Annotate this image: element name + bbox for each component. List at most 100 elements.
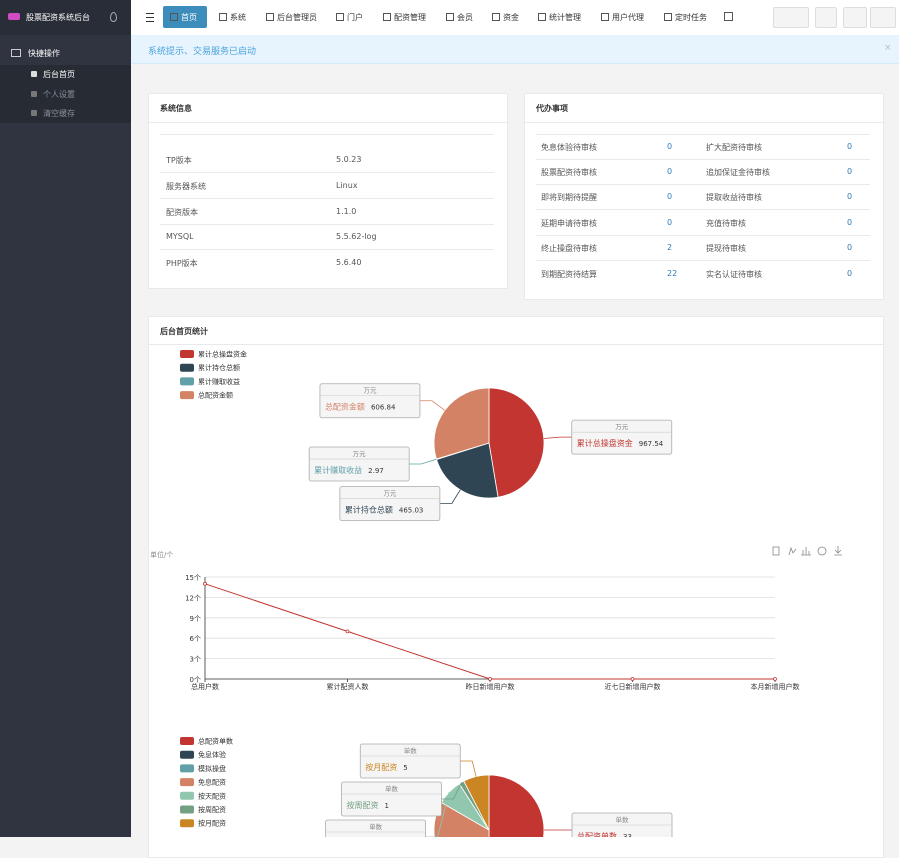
todo-count[interactable]: 0	[847, 243, 853, 252]
slice-label: 按月配资 5	[365, 762, 407, 772]
tool-line[interactable]	[788, 546, 797, 556]
todo-label: 免息体验待审核	[541, 143, 597, 152]
divider	[148, 122, 508, 123]
tool-data-view[interactable]	[772, 546, 780, 556]
legend-label: 累计赚取收益	[198, 377, 240, 386]
theme-icon[interactable]	[110, 12, 117, 22]
slice-name: 总配资金额	[325, 402, 365, 412]
todo-count[interactable]: 2	[667, 243, 673, 252]
y-axis-label: 单位/个	[150, 550, 173, 559]
nav-item[interactable]: 会员	[446, 12, 473, 23]
label-box	[308, 446, 410, 482]
nav-item[interactable]: 统计管理	[538, 12, 581, 23]
slice-label: 累计持仓总额 465.03	[345, 505, 424, 515]
data-point	[488, 677, 492, 681]
slice-name: 累计持仓总额	[345, 505, 393, 515]
todo-count[interactable]: 0	[667, 192, 673, 201]
data-point	[773, 677, 777, 681]
x-tick-label: 近七日新增用户数	[605, 682, 661, 691]
nav-item[interactable]: 配资管理	[383, 12, 426, 23]
todo-count[interactable]: 0	[667, 142, 673, 151]
legend-swatch	[180, 778, 194, 787]
pie-slice	[463, 774, 490, 831]
alert-close[interactable]: ×	[884, 43, 892, 53]
todo-count[interactable]: 0	[667, 167, 673, 176]
x-tick-label: 本月新增用户数	[751, 682, 800, 691]
tool-bar[interactable]	[801, 547, 811, 556]
slice-value: 33	[623, 833, 632, 837]
todo-label: 追加保证金待审核	[706, 168, 770, 177]
slice-name: 累计总操盘资金	[577, 438, 633, 448]
label-unit: 万元	[383, 490, 397, 498]
legend-label: 按天配资	[198, 791, 226, 800]
logo	[8, 13, 20, 20]
y-tick-label: 9个	[190, 615, 201, 623]
slice-value: 1	[385, 802, 389, 810]
grid-icon[interactable]	[724, 12, 733, 21]
nav-item[interactable]: 后台管理员	[266, 12, 317, 23]
legend-swatch	[180, 737, 194, 745]
divider	[148, 344, 884, 345]
slice-value: 606.84	[371, 404, 396, 412]
todo-count[interactable]: 0	[667, 218, 673, 227]
info-value: 5.5.62-log	[336, 232, 377, 241]
nav-item[interactable]: 定时任务	[664, 12, 707, 23]
nav-item[interactable]: 门户	[336, 12, 363, 23]
pie-slice	[488, 774, 545, 837]
todo-count[interactable]: 22	[667, 269, 678, 278]
menu-item[interactable]: 清空缓存	[43, 109, 75, 118]
todo-count[interactable]: 0	[847, 167, 853, 176]
menu-item[interactable]: 个人设置	[43, 90, 75, 99]
y-tick-label: 15个	[185, 574, 201, 582]
legend-swatch	[180, 377, 194, 386]
info-label: 服务器系统	[166, 182, 206, 191]
legend-label: 累计总操盘资金	[198, 350, 247, 359]
info-label: MYSQL	[166, 232, 194, 241]
legend-swatch	[180, 791, 194, 800]
clear-button[interactable]	[815, 7, 837, 28]
legend-label: 免息体验	[198, 750, 226, 759]
slice-name: 按周配资	[347, 800, 379, 810]
todo-count[interactable]: 0	[847, 192, 853, 201]
legend-swatch	[180, 350, 194, 358]
data-point	[203, 581, 207, 586]
submenu	[0, 65, 131, 123]
divider	[536, 184, 870, 185]
label-box	[359, 743, 461, 779]
slice-name: 按月配资	[365, 762, 397, 772]
divider	[536, 134, 870, 135]
data-line	[204, 583, 775, 680]
menu-title[interactable]: 快捷操作	[28, 49, 60, 58]
todo-label: 股票配资待审核	[541, 168, 597, 177]
menu-icon	[31, 110, 37, 116]
todo-count[interactable]: 0	[847, 142, 853, 151]
tool-restore[interactable]	[817, 546, 827, 556]
divider	[536, 209, 870, 210]
todo-label: 即将到期待提醒	[541, 193, 597, 202]
edit-button[interactable]	[843, 7, 867, 28]
x-tick-label: 总用户数	[191, 682, 219, 691]
tool-save[interactable]	[834, 546, 842, 556]
legend-swatch	[180, 750, 194, 759]
label-unit: 万元	[363, 387, 377, 395]
todo-label: 延期申请待审核	[541, 219, 597, 228]
legend-label: 总配资金额	[198, 391, 233, 400]
layout-button[interactable]	[870, 7, 896, 28]
legend-swatch	[180, 805, 194, 814]
todo-count[interactable]: 0	[847, 269, 853, 278]
nav-item[interactable]: 系统	[219, 12, 246, 23]
todo-count[interactable]: 0	[847, 218, 853, 227]
divider	[536, 235, 870, 236]
hamburger[interactable]	[146, 13, 154, 22]
nav-item[interactable]: 资金	[492, 12, 519, 23]
nav-item[interactable]: 用户代理	[601, 12, 644, 23]
nav-item[interactable]: 首页	[170, 12, 197, 23]
menu-item[interactable]: 后台首页	[43, 70, 75, 79]
label-unit: 单数	[385, 784, 399, 793]
panel-title: 系统信息	[160, 104, 192, 113]
todo-label: 提取收益待审核	[706, 193, 762, 202]
legend-label: 模拟操盘	[198, 764, 226, 773]
legend-label: 累计持仓总额	[198, 363, 240, 372]
divider	[536, 260, 870, 261]
skin-button[interactable]	[773, 7, 809, 28]
